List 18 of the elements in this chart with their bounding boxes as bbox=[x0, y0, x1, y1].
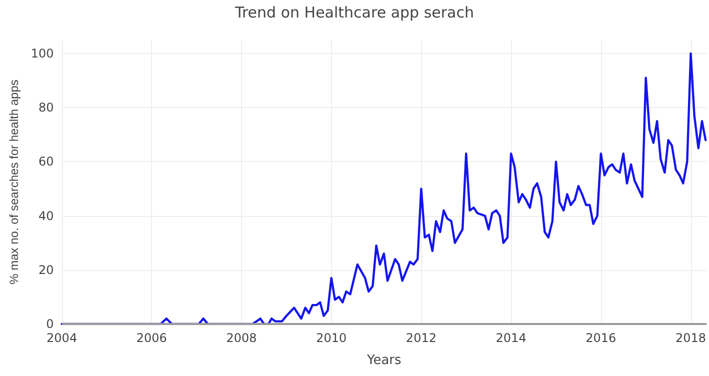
x-tick-label: 2016 bbox=[586, 331, 616, 345]
y-tick-label: 100 bbox=[30, 46, 54, 61]
y-tick-label: 80 bbox=[38, 100, 54, 115]
chart-title: Trend on Healthcare app serach bbox=[234, 4, 474, 22]
y-tick-label: 40 bbox=[38, 208, 54, 223]
x-tick-label: 2006 bbox=[136, 331, 167, 345]
y-tick-label: 20 bbox=[38, 262, 54, 277]
x-tick-label: 2014 bbox=[496, 331, 526, 345]
x-tick-label: 2018 bbox=[675, 331, 706, 345]
x-axis-title: Years bbox=[366, 353, 402, 368]
x-tick-label: 2010 bbox=[316, 331, 347, 345]
y-tick-label: 0 bbox=[46, 317, 54, 331]
y-axis-title: % max no. of searches for health apps bbox=[7, 80, 21, 284]
x-tick-label: 2012 bbox=[406, 331, 436, 345]
x-tick-label: 2004 bbox=[46, 331, 78, 345]
y-tick-label: 60 bbox=[38, 154, 54, 169]
x-tick-label: 2008 bbox=[226, 331, 257, 345]
line-series bbox=[60, 52, 707, 326]
